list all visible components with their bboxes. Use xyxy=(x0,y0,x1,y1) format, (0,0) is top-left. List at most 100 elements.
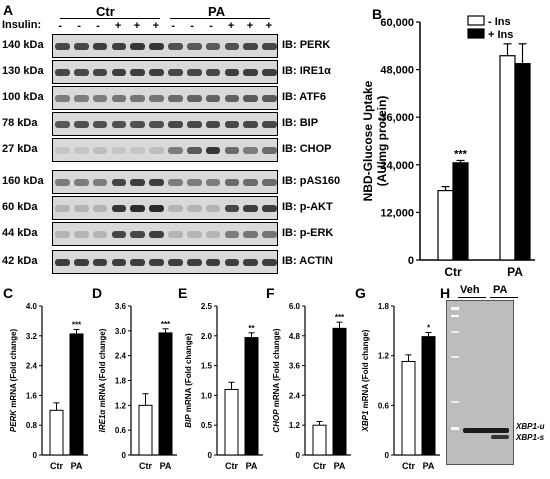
bar xyxy=(224,388,239,456)
blot-band xyxy=(111,205,127,212)
pa-label: PA xyxy=(493,284,508,296)
y-axis-label: XBP1 mRNA (Fold change) xyxy=(361,329,370,432)
blot-band xyxy=(55,69,70,76)
y-tick-label: 0 xyxy=(33,451,38,460)
blot-band xyxy=(168,121,183,128)
y-tick-label: 0 xyxy=(296,451,301,460)
blot-band xyxy=(262,179,277,186)
ib-label: IB: ATF6 xyxy=(282,91,326,103)
y-tick-label: 0.8 xyxy=(26,421,38,430)
y-tick-label: 2.0 xyxy=(201,332,213,341)
xbp1-u-label: XBP1-u xyxy=(516,422,545,431)
ib-label: IB: p-ERK xyxy=(282,227,334,239)
agarose-gel xyxy=(446,300,514,465)
blot-band xyxy=(224,147,240,154)
y-tick-label: 1.2 xyxy=(378,352,390,361)
blot-band xyxy=(55,231,70,238)
kda-label: 44 kDa xyxy=(2,227,38,239)
blot-band xyxy=(130,43,146,50)
blot-band xyxy=(130,121,146,128)
blot-band xyxy=(111,121,127,128)
bar xyxy=(158,332,173,456)
y-tick-label: 1.2 xyxy=(289,421,301,430)
significance-label: *** xyxy=(335,313,345,322)
blot-band xyxy=(130,259,146,266)
blot-band xyxy=(224,121,240,128)
blot-band xyxy=(224,205,240,212)
y-tick-label: 1.8 xyxy=(378,302,390,311)
blot-band xyxy=(92,69,108,76)
blot-band xyxy=(224,95,240,102)
insulin-mark: + xyxy=(265,20,273,32)
blot-band xyxy=(111,43,127,50)
blot-band xyxy=(55,121,70,128)
blot-band xyxy=(73,121,89,128)
ib-label: IB: p-AKT xyxy=(282,201,333,213)
blot-band xyxy=(92,231,108,238)
ib-label: IB: CHOP xyxy=(282,143,332,155)
y-tick-label: 12,000 xyxy=(380,207,414,219)
blot-band xyxy=(262,121,277,128)
blot-band xyxy=(262,69,277,76)
legend-swatch-plus xyxy=(467,28,485,39)
blot-band xyxy=(243,259,259,266)
blot-band xyxy=(92,43,108,50)
blot-strip xyxy=(52,196,278,220)
group-pa-label: PA xyxy=(208,4,226,19)
blot-band xyxy=(92,259,108,266)
blot-band xyxy=(262,95,277,102)
blot-band xyxy=(224,43,240,50)
blot-band xyxy=(243,205,259,212)
bar xyxy=(401,360,416,456)
gel-band-s xyxy=(491,435,509,439)
blot-band xyxy=(262,205,277,212)
y-axis-label: PERK mRNA (Fold change) xyxy=(9,329,18,433)
insulin-label: Insulin: xyxy=(2,19,42,31)
blot-band xyxy=(73,147,89,154)
y-tick-label: 1.6 xyxy=(26,391,38,400)
blot-band xyxy=(92,147,108,154)
significance-label: *** xyxy=(72,320,82,329)
veh-line xyxy=(458,297,486,298)
x-tick-label: Ctr xyxy=(444,265,462,279)
blot-band xyxy=(186,95,202,102)
blot-band xyxy=(168,231,183,238)
legend-label: + Ins xyxy=(488,29,513,41)
y-tick-label: 3.0 xyxy=(115,327,127,336)
blot-strip xyxy=(52,250,278,274)
y-tick-label: 1.5 xyxy=(201,362,213,371)
panel-h-letter: H xyxy=(440,285,451,301)
blot-band xyxy=(111,259,127,266)
panel-b-letter: B xyxy=(372,6,383,22)
x-tick-label: Ctr xyxy=(50,461,63,471)
x-tick-label: PA xyxy=(71,461,83,471)
blot-band xyxy=(262,43,277,50)
blot-strip xyxy=(52,138,278,162)
kda-label: 160 kDa xyxy=(2,175,44,187)
y-tick-label: 0.5 xyxy=(201,421,213,430)
blot-band xyxy=(130,95,146,102)
blot-band xyxy=(92,179,108,186)
bar xyxy=(244,337,259,456)
veh-label: Veh xyxy=(460,284,480,296)
chop-mrna-chart: 0 1.2 2.4 3.6 4.8 6.0 CHOP mRNA (Fold change) C… xyxy=(272,302,351,471)
blot-band xyxy=(149,147,164,154)
ib-label: IB: ACTIN xyxy=(282,255,333,267)
y-axis-label: (AU/mg protein) xyxy=(375,96,389,187)
blot-band xyxy=(111,231,127,238)
gel-band-u xyxy=(463,428,509,433)
pa-line xyxy=(490,297,518,298)
bar xyxy=(421,336,436,456)
blot-band xyxy=(205,259,221,266)
y-tick-label: 3.2 xyxy=(26,332,38,341)
y-tick-label: 2.4 xyxy=(289,391,301,400)
blot-band xyxy=(186,231,202,238)
y-tick-label: 48,000 xyxy=(380,65,414,77)
significance-label: ** xyxy=(248,324,255,333)
y-tick-label: 60,000 xyxy=(380,17,414,29)
blot-band xyxy=(149,231,164,238)
kda-label: 60 kDa xyxy=(2,201,38,213)
blot-band xyxy=(243,121,259,128)
blot-band xyxy=(168,147,183,154)
blot-band xyxy=(224,179,240,186)
